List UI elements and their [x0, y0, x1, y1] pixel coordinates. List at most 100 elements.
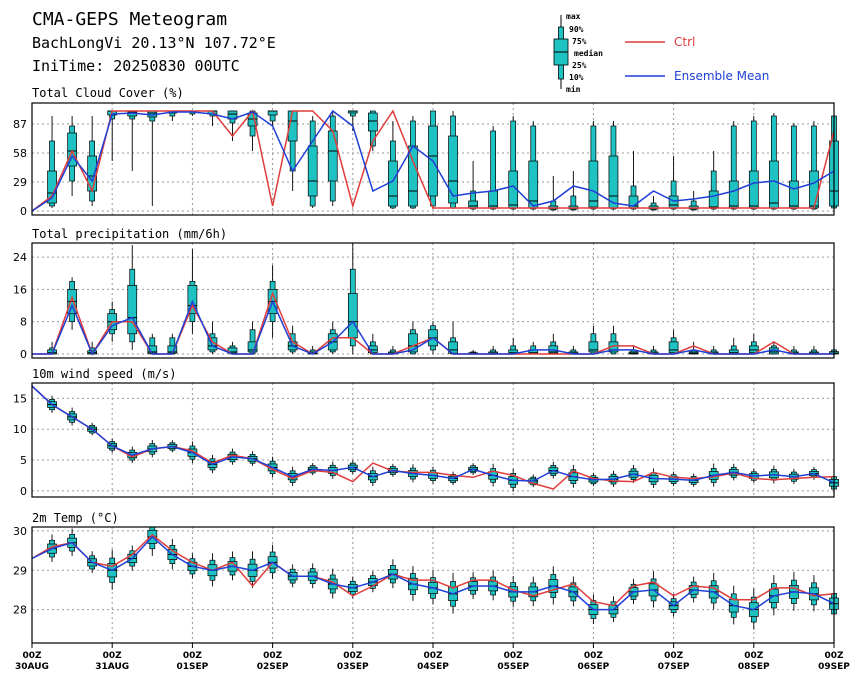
y-tick-label: 10	[13, 423, 27, 436]
box-inner	[668, 195, 679, 209]
box-outer	[811, 125, 817, 210]
legend-min-label: min	[566, 84, 581, 94]
box-inner	[388, 160, 398, 207]
x-tick-date: 03SEP	[337, 662, 369, 672]
legend-p75-label: 75%	[572, 37, 587, 46]
y-tick-label: 87	[13, 118, 27, 131]
box-inner	[588, 160, 599, 208]
legend-median-label: median	[574, 48, 603, 58]
box-inner	[608, 155, 619, 209]
box-inner	[127, 285, 138, 335]
legend-p10-label: 10%	[569, 73, 584, 82]
box-inner	[347, 293, 358, 339]
x-tick-date: 31AUG	[95, 662, 129, 672]
box-inner	[267, 110, 278, 116]
x-tick-date: 09SEP	[818, 662, 850, 672]
panel-frame	[31, 382, 835, 498]
x-tick-date: 06SEP	[578, 662, 610, 672]
y-tick-label: 30	[13, 525, 27, 538]
x-tick-date: 01SEP	[177, 662, 209, 672]
temperature-panel: 28 29 30	[13, 525, 839, 644]
x-tick-hour: 00Z	[824, 651, 844, 661]
y-tick-label: 28	[13, 604, 27, 617]
box-inner	[368, 112, 378, 132]
box-inner	[588, 341, 599, 353]
ensemble-mean-line	[31, 109, 835, 212]
box-outer	[710, 170, 717, 210]
box-inner	[468, 200, 478, 209]
ensemble-mean-line	[31, 385, 835, 484]
y-tick-label: 0	[20, 485, 27, 498]
x-tick-hour: 00Z	[263, 651, 283, 661]
box-outer	[570, 195, 577, 211]
box-outer	[510, 120, 517, 210]
box-inner	[668, 341, 679, 354]
x-tick-hour: 00Z	[584, 651, 604, 661]
box-outer	[670, 180, 677, 210]
y-tick-label: 58	[13, 147, 27, 160]
box-inner	[789, 180, 799, 209]
y-tick-label: 29	[13, 176, 27, 189]
box-inner	[748, 170, 759, 209]
y-tick-label: 15	[13, 392, 27, 405]
legend-p25-label: 25%	[572, 61, 587, 70]
precipitation-panel: 0 8 16 24	[13, 242, 839, 361]
panel-title-wind: 10m wind speed (m/s)	[32, 367, 177, 381]
box-inner	[748, 345, 759, 354]
y-tick-label: 29	[13, 564, 27, 577]
box-outer	[470, 190, 476, 210]
x-tick-date: 04SEP	[417, 662, 449, 672]
box-inner	[307, 145, 318, 197]
box-inner	[608, 341, 619, 353]
panel-title-cloud: Total Cloud Cover (%)	[32, 86, 184, 100]
box-inner	[728, 180, 739, 209]
x-tick-hour: 00Z	[183, 651, 203, 661]
legend-mean-label: Ensemble Mean	[674, 69, 769, 83]
ctrl-line	[31, 109, 835, 212]
legend-p90-label: 90%	[569, 25, 584, 34]
ctrl-line	[31, 533, 835, 607]
box-inner	[768, 160, 779, 209]
panel-frame	[31, 102, 835, 216]
legend-max-label: max	[566, 12, 581, 21]
line-legend: Ctrl Ensemble Mean	[625, 35, 769, 83]
box-inner	[488, 190, 498, 209]
x-tick-date: 07SEP	[658, 662, 690, 672]
x-tick-date: 02SEP	[257, 662, 289, 672]
box-inner	[448, 135, 458, 204]
chart-title: CMA-GEPS Meteogram	[32, 9, 227, 30]
box-legend: max 90% 75% median 25% 10% min	[553, 12, 603, 94]
ensemble-mean-line	[32, 299, 834, 356]
x-tick-date: 05SEP	[497, 662, 529, 672]
x-tick-hour: 00Z	[504, 651, 524, 661]
box-inner	[187, 285, 198, 314]
box-inner	[408, 333, 418, 353]
box-outer	[690, 200, 697, 211]
y-tick-label: 8	[20, 316, 27, 329]
x-tick-hour: 00Z	[744, 651, 764, 661]
init-time-label: IniTime: 20250830 00UTC	[32, 57, 240, 75]
cloud-cover-panel: 0 29 58 87	[13, 102, 839, 218]
box-outer	[490, 130, 496, 210]
y-tick-label: 5	[20, 454, 27, 467]
box-inner	[809, 170, 819, 209]
legend-ctrl-label: Ctrl	[674, 35, 695, 49]
x-tick-hour: 00Z	[22, 651, 42, 661]
station-label: BachLongVi 20.13°N 107.72°E	[32, 34, 276, 52]
x-tick-hour: 00Z	[664, 651, 684, 661]
panel-title-precip: Total precipitation (mm/6h)	[32, 227, 227, 241]
y-tick-label: 0	[20, 348, 27, 361]
wind-speed-panel: 0 5 10 15	[13, 382, 839, 498]
x-tick-date: 08SEP	[738, 662, 770, 672]
x-axis: 00Z30AUG00Z31AUG00Z01SEP00Z02SEP00Z03SEP…	[15, 643, 850, 672]
box-inner	[708, 190, 719, 209]
ensemble-mean-line	[31, 535, 835, 611]
panel-title-temp: 2m Temp (°C)	[32, 511, 119, 525]
x-tick-hour: 00Z	[423, 651, 443, 661]
x-tick-date: 30AUG	[15, 662, 49, 672]
box-outer	[730, 125, 737, 210]
x-tick-hour: 00Z	[103, 651, 123, 661]
y-tick-label: 0	[20, 205, 27, 218]
box-outer	[791, 125, 797, 210]
